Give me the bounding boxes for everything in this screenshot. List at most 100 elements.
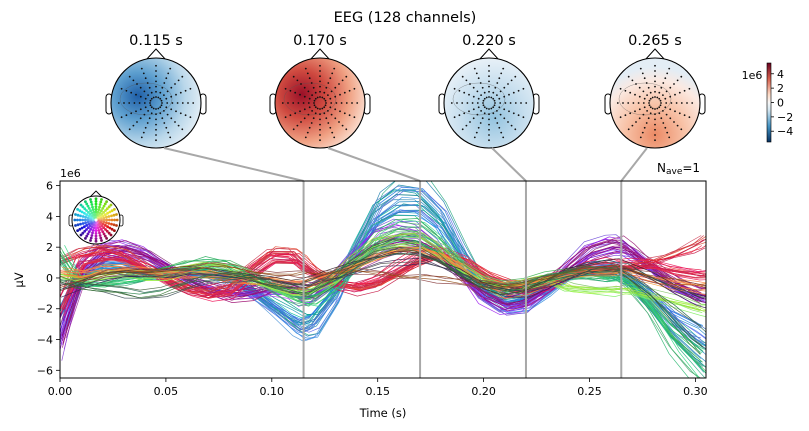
legend-sensor-dot: [87, 226, 90, 230]
sensor-dot: [674, 93, 676, 96]
sensor-dot: [637, 102, 640, 104]
sensor-dot: [144, 126, 147, 129]
sensor-dot: [627, 102, 630, 104]
channel-trace: [60, 267, 702, 291]
sensor-dot: [472, 108, 475, 111]
sensor-dot: [678, 112, 681, 115]
sensor-dot: [676, 79, 679, 82]
legend-sensor-dot: [115, 224, 118, 227]
sensor-dot: [148, 117, 151, 120]
sensor-dot: [643, 126, 646, 129]
sensor-dot: [353, 87, 356, 90]
sensor-dot: [333, 67, 336, 70]
colorbar-tick-label: 2: [777, 82, 784, 95]
legend-sensor-dot: [85, 224, 88, 227]
legend-sensor-dot: [98, 205, 101, 209]
sensor-dot: [510, 79, 513, 82]
legend-sensor-dot: [110, 222, 113, 226]
sensor-dot: [130, 91, 133, 94]
sensor-dot: [469, 83, 471, 85]
sensor-dot: [308, 77, 311, 80]
sensor-dot: [334, 117, 337, 120]
legend-sensor-dot: [91, 231, 94, 235]
sensor-dot: [643, 77, 646, 80]
sensor-dot: [165, 77, 168, 80]
sensor-dot: [316, 96, 319, 99]
sensor-dot: [477, 77, 480, 80]
sensor-dot: [662, 122, 665, 124]
channel-trace: [60, 247, 706, 289]
sensor-dot: [469, 121, 471, 123]
sensor-dot: [629, 112, 632, 115]
legend-sensor-dot: [94, 207, 98, 211]
sensor-dot: [665, 102, 668, 104]
sensor-dot: [662, 110, 664, 112]
sensor-dot: [647, 117, 650, 120]
sensor-dot: [458, 89, 461, 92]
sensor-dot: [155, 75, 157, 78]
sensor-dot: [479, 122, 482, 124]
sensor-dot: [296, 79, 299, 82]
sensor-dot: [503, 95, 506, 98]
legend-sensor-dot: [100, 228, 103, 231]
legend-sensor-dot: [87, 207, 91, 210]
sensor-dot: [499, 113, 502, 116]
legend-sensor-dot: [89, 239, 92, 242]
sensor-dot: [476, 102, 479, 104]
sensor-dot: [339, 93, 341, 96]
x-tick-label: 0.25: [577, 385, 602, 398]
sensor-dot: [488, 123, 490, 126]
legend-sensor-dot: [76, 208, 79, 211]
sensor-dot: [619, 87, 622, 90]
sensor-dot: [149, 99, 152, 102]
sensor-dot: [307, 102, 310, 104]
sensor-dot: [319, 80, 321, 83]
sensor-dot: [303, 117, 306, 120]
sensor-dot: [299, 93, 301, 96]
sensor-dot: [450, 102, 453, 104]
sensor-dot: [319, 123, 321, 126]
sensor-dot: [482, 104, 485, 107]
sensor-dot: [341, 124, 344, 127]
sensor-dot: [140, 67, 143, 70]
sensor-dot: [488, 108, 490, 110]
sensor-dot: [461, 128, 464, 131]
sensor-dot: [297, 102, 300, 104]
sensor-dot: [662, 82, 665, 84]
sensor-dot: [142, 131, 145, 134]
sensor-dot: [508, 93, 510, 96]
legend-sensor-dot: [112, 213, 116, 217]
x-tick-label: 0.00: [48, 385, 73, 398]
sensor-dot: [166, 113, 169, 116]
legend-sensor-dot: [102, 232, 106, 236]
legend-sensor-dot: [97, 208, 101, 212]
sensor-dot: [476, 113, 479, 116]
topomap-time-label: 0.265 s: [628, 33, 682, 49]
sensor-dot: [155, 123, 157, 126]
y-tick-label: 6: [46, 180, 53, 193]
legend-sensor-dot: [80, 210, 84, 214]
svg-text:Nave=1: Nave=1: [657, 161, 700, 177]
sensor-dot: [148, 86, 151, 89]
legend-sensor-dot: [110, 209, 114, 213]
legend-sensor-dot: [106, 211, 109, 215]
sensor-dot: [463, 112, 466, 115]
sensor-dot: [165, 106, 168, 109]
sensor-dot: [642, 102, 645, 104]
sensor-dot: [664, 126, 667, 129]
sensor-dot: [522, 116, 525, 119]
sensor-dot: [488, 96, 490, 98]
legend-sensor-dot: [105, 200, 108, 204]
sensor-dot: [300, 83, 302, 85]
sensor-dot: [453, 87, 456, 90]
legend-sensor-dot: [109, 203, 113, 207]
sensor-dot: [654, 113, 656, 116]
sensor-dot: [688, 116, 691, 119]
sensor-dot: [641, 131, 644, 134]
sensor-dot: [490, 96, 493, 99]
topomap-time-label: 0.170 s: [293, 33, 347, 49]
sensor-dot: [503, 108, 506, 111]
sensor-dot: [458, 114, 461, 117]
sensor-dot: [314, 97, 317, 100]
sensor-dot: [310, 122, 313, 124]
